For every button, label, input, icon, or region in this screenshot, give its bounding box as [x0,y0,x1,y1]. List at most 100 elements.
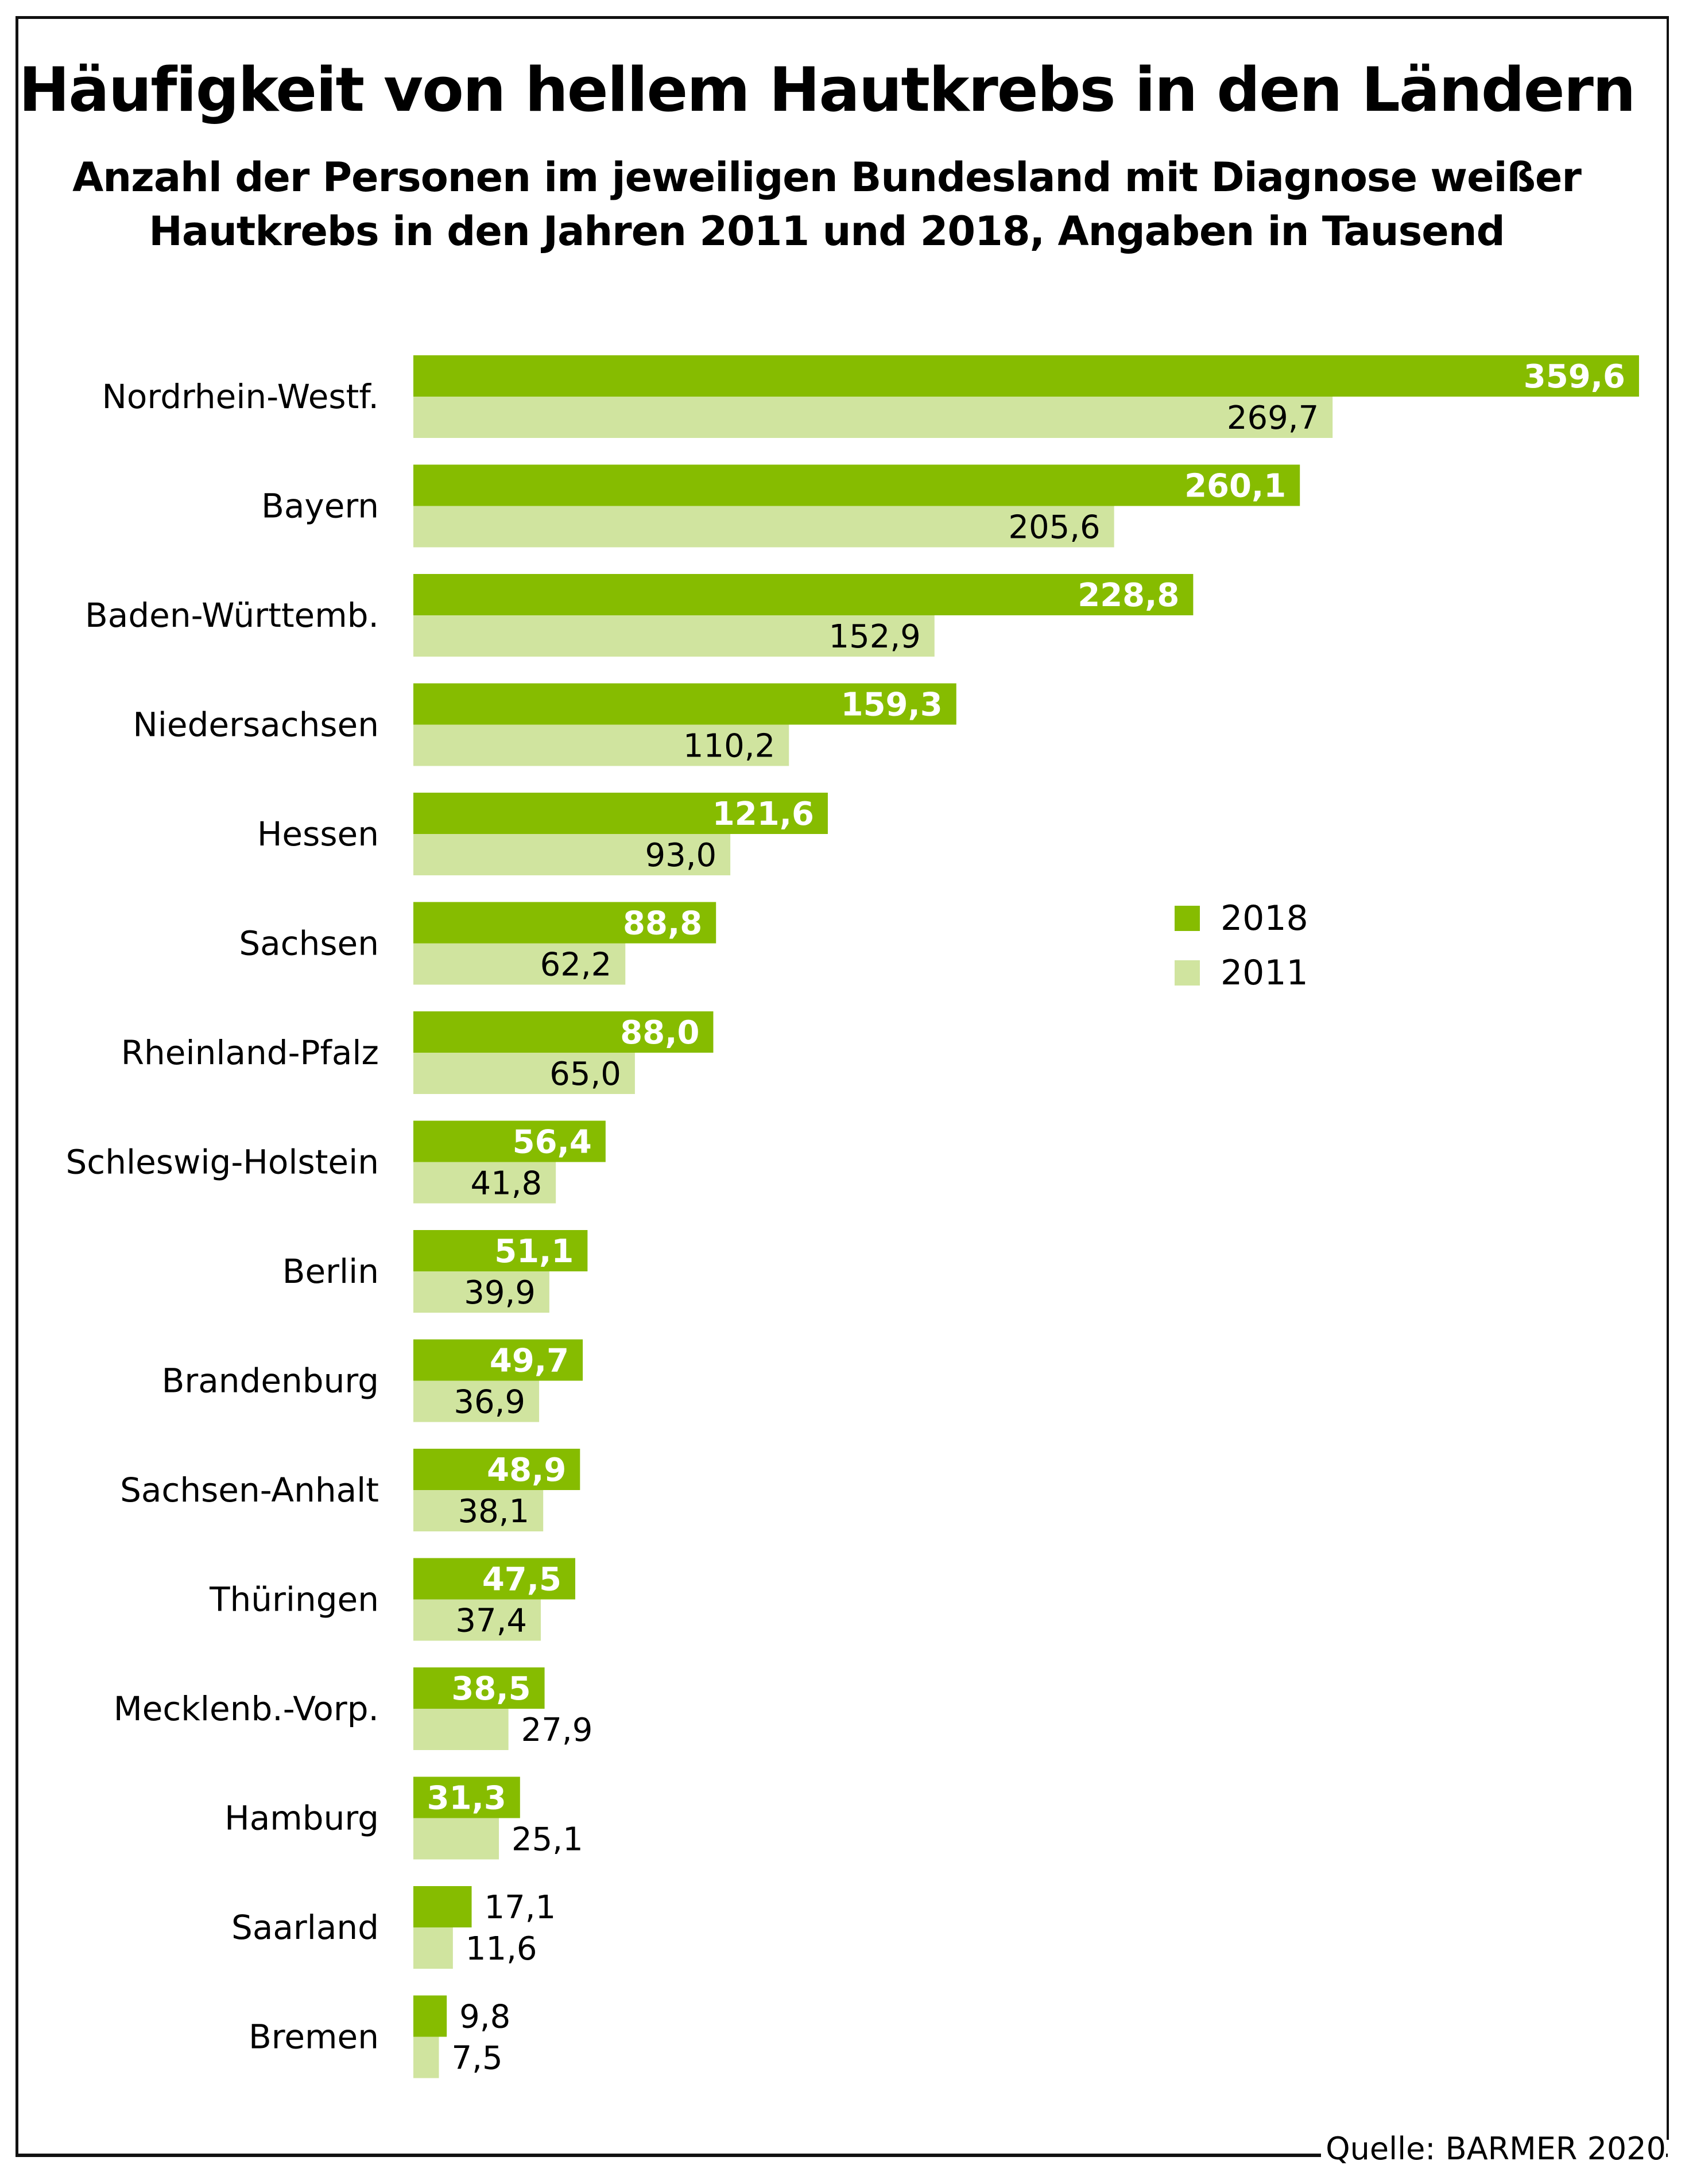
bar-2018-schleswig-holstein [413,1120,606,1162]
value-label-2011: 152,9 [828,618,920,655]
bar-2018-saarland [413,1886,472,1927]
bar-2018-hamburg [413,1776,520,1818]
bar-2011-hamburg [413,1818,499,1860]
category-label: Thüringen [209,1580,379,1619]
value-label-2018: 159,3 [841,686,943,724]
value-label-2011: 7,5 [452,2040,503,2077]
bar-group-hamburg: Hamburg 31,325,1 [224,1776,583,1860]
bar-group-bremen: Bremen 9,8 7,5 [249,1995,510,2078]
legend-label: 2018 [1221,898,1308,938]
bar-group-hessen: Hessen 121,6 93,0 [257,793,828,875]
category-label: Brandenburg [162,1361,379,1401]
category-label: Saarland [231,1908,379,1947]
value-label-2011: 38,1 [458,1493,530,1530]
value-label-2018: 88,8 [623,905,702,942]
category-label: Schleswig-Holstein [65,1143,379,1182]
bar-group-bayern: Bayern 260,1 205,6 [261,464,1300,548]
value-label-2011: 65,0 [549,1056,621,1093]
value-label-2011: 27,9 [521,1712,593,1749]
category-label: Mecklenb.-Vorp. [114,1689,379,1728]
bar-2018-thüringen [413,1558,576,1600]
value-label-2018: 17,1 [485,1889,556,1926]
bar-2018-niedersachsen [413,683,956,725]
category-label: Hessen [257,814,379,854]
bar-2018-brandenburg [413,1339,583,1381]
bar-group-nordrhein-westf: Nordrhein-Westf. 359,6 269,7 [102,355,1639,438]
bar-group-schleswig-holstein: Schleswig-Holstein 56,4 41,8 [65,1120,606,1204]
legend-label: 2011 [1221,953,1308,993]
bar-group-baden-württemb: Baden-Württemb. 228,8 152,9 [85,574,1194,657]
legend-swatch [1175,906,1200,931]
bar-2011-rheinland-pfalz [413,1053,635,1094]
bar-2018-sachsen-anhalt [413,1449,580,1490]
chart-title: Häufigkeit von hellem Hautkrebs in den L… [18,55,1636,125]
bar-2011-bremen [413,2036,439,2078]
value-label-2018: 47,5 [482,1561,561,1599]
legend: 2018 2011 [1175,898,1308,993]
value-label-2018: 38,5 [451,1670,530,1708]
bar-group-thüringen: Thüringen 47,5 37,4 [209,1558,576,1641]
bar-2011-sachsen-anhalt [413,1490,544,1531]
value-label-2018: 359,6 [1524,358,1625,395]
value-label-2011: 269,7 [1227,399,1319,437]
bar-2011-berlin [413,1271,549,1313]
chart-subtitle-line-2: Hautkrebs in den Jahren 2011 und 2018, A… [149,208,1505,255]
chart-frame-right-border [1667,16,1669,2140]
value-label-2011: 41,8 [470,1165,542,1202]
bar-2018-bayern [413,464,1300,506]
bar-groups: Nordrhein-Westf. 359,6 269,7 Bayern 260,1 205… [65,355,1639,2078]
category-label: Bremen [249,2018,379,2057]
bar-2011-mecklenb-vorp [413,1709,509,1750]
bar-2018-baden-württemb [413,574,1194,615]
category-label: Sachsen-Anhalt [120,1471,379,1510]
bar-2011-saarland [413,1927,453,1969]
chart-frame [16,16,1668,2157]
legend-swatch [1175,960,1200,986]
bar-2011-thüringen [413,1599,541,1641]
value-label-2018: 49,7 [490,1343,569,1380]
bar-group-mecklenb-vorp: Mecklenb.-Vorp. 38,5 27,9 [114,1667,593,1750]
bar-group-saarland: Saarland 17,1 11,6 [231,1886,556,1969]
bar-2011-baden-württemb [413,615,935,657]
category-label: Sachsen [239,924,379,963]
bar-2018-berlin [413,1230,588,1271]
bar-2011-hessen [413,834,731,875]
category-label: Berlin [282,1252,379,1291]
bar-group-brandenburg: Brandenburg 49,7 36,9 [162,1339,583,1422]
bar-2018-mecklenb-vorp [413,1667,545,1709]
value-label-2018: 121,6 [712,796,814,833]
bar-2011-bayern [413,506,1114,548]
value-label-2011: 37,4 [455,1603,527,1640]
bar-2018-rheinland-pfalz [413,1011,714,1053]
value-label-2018: 88,0 [620,1014,699,1052]
value-label-2011: 11,6 [466,1930,537,1968]
bar-group-sachsen-anhalt: Sachsen-Anhalt 48,9 38,1 [120,1449,580,1531]
value-label-2018: 9,8 [459,1999,510,2036]
value-label-2018: 48,9 [487,1452,566,1489]
value-label-2018: 260,1 [1184,468,1286,505]
value-label-2018: 31,3 [427,1780,506,1817]
bar-2011-nordrhein-westf [413,397,1333,438]
value-label-2011: 25,1 [512,1821,583,1859]
category-label: Hamburg [224,1799,379,1838]
value-label-2011: 93,0 [645,837,716,874]
value-label-2011: 62,2 [540,946,612,984]
value-label-2011: 110,2 [683,728,775,765]
value-label-2011: 205,6 [1008,509,1100,546]
category-label: Baden-Württemb. [85,596,379,635]
bar-group-sachsen: Sachsen 88,8 62,2 [239,902,716,985]
bar-group-rheinland-pfalz: Rheinland-Pfalz 88,0 65,0 [121,1011,714,1094]
category-label: Niedersachsen [133,705,379,744]
category-label: Nordrhein-Westf. [102,377,379,416]
value-label-2011: 39,9 [464,1274,536,1312]
bar-2018-hessen [413,793,828,834]
bar-2018-sachsen [413,902,716,944]
bar-group-berlin: Berlin 51,1 39,9 [282,1230,588,1313]
chart-subtitle-line-1: Anzahl der Personen im jeweiligen Bundes… [72,154,1582,201]
category-label: Bayern [261,487,379,526]
bar-2011-niedersachsen [413,724,789,766]
source-note: Quelle: BARMER 2020 [1321,2131,1666,2167]
legend-item-2011: 2011 [1175,953,1308,993]
bar-2018-nordrhein-westf [413,355,1639,397]
